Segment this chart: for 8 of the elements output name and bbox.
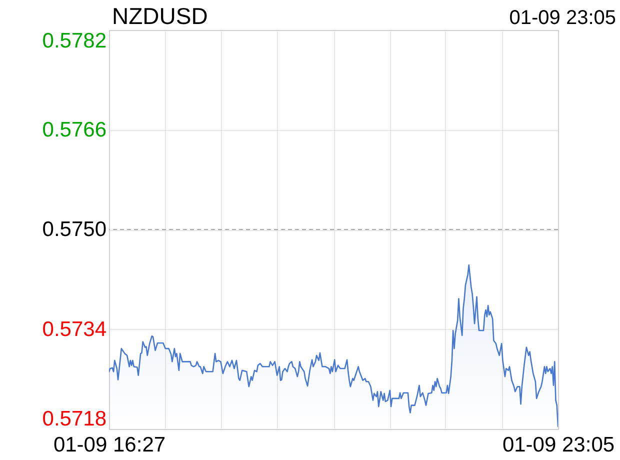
chart-title: NZDUSD [112,3,208,29]
y-tick-label: 0.5734 [42,318,107,341]
text: 01-09 23:05 [509,7,616,29]
y-tick-label: 0.5750 [42,218,106,241]
y-tick-label: 0.5718 [42,408,106,430]
y-tick-label: 0.5782 [42,30,106,52]
x-tick-label: 01-09 16:27 [53,434,166,456]
y-tick-label: 0.5766 [42,118,106,142]
